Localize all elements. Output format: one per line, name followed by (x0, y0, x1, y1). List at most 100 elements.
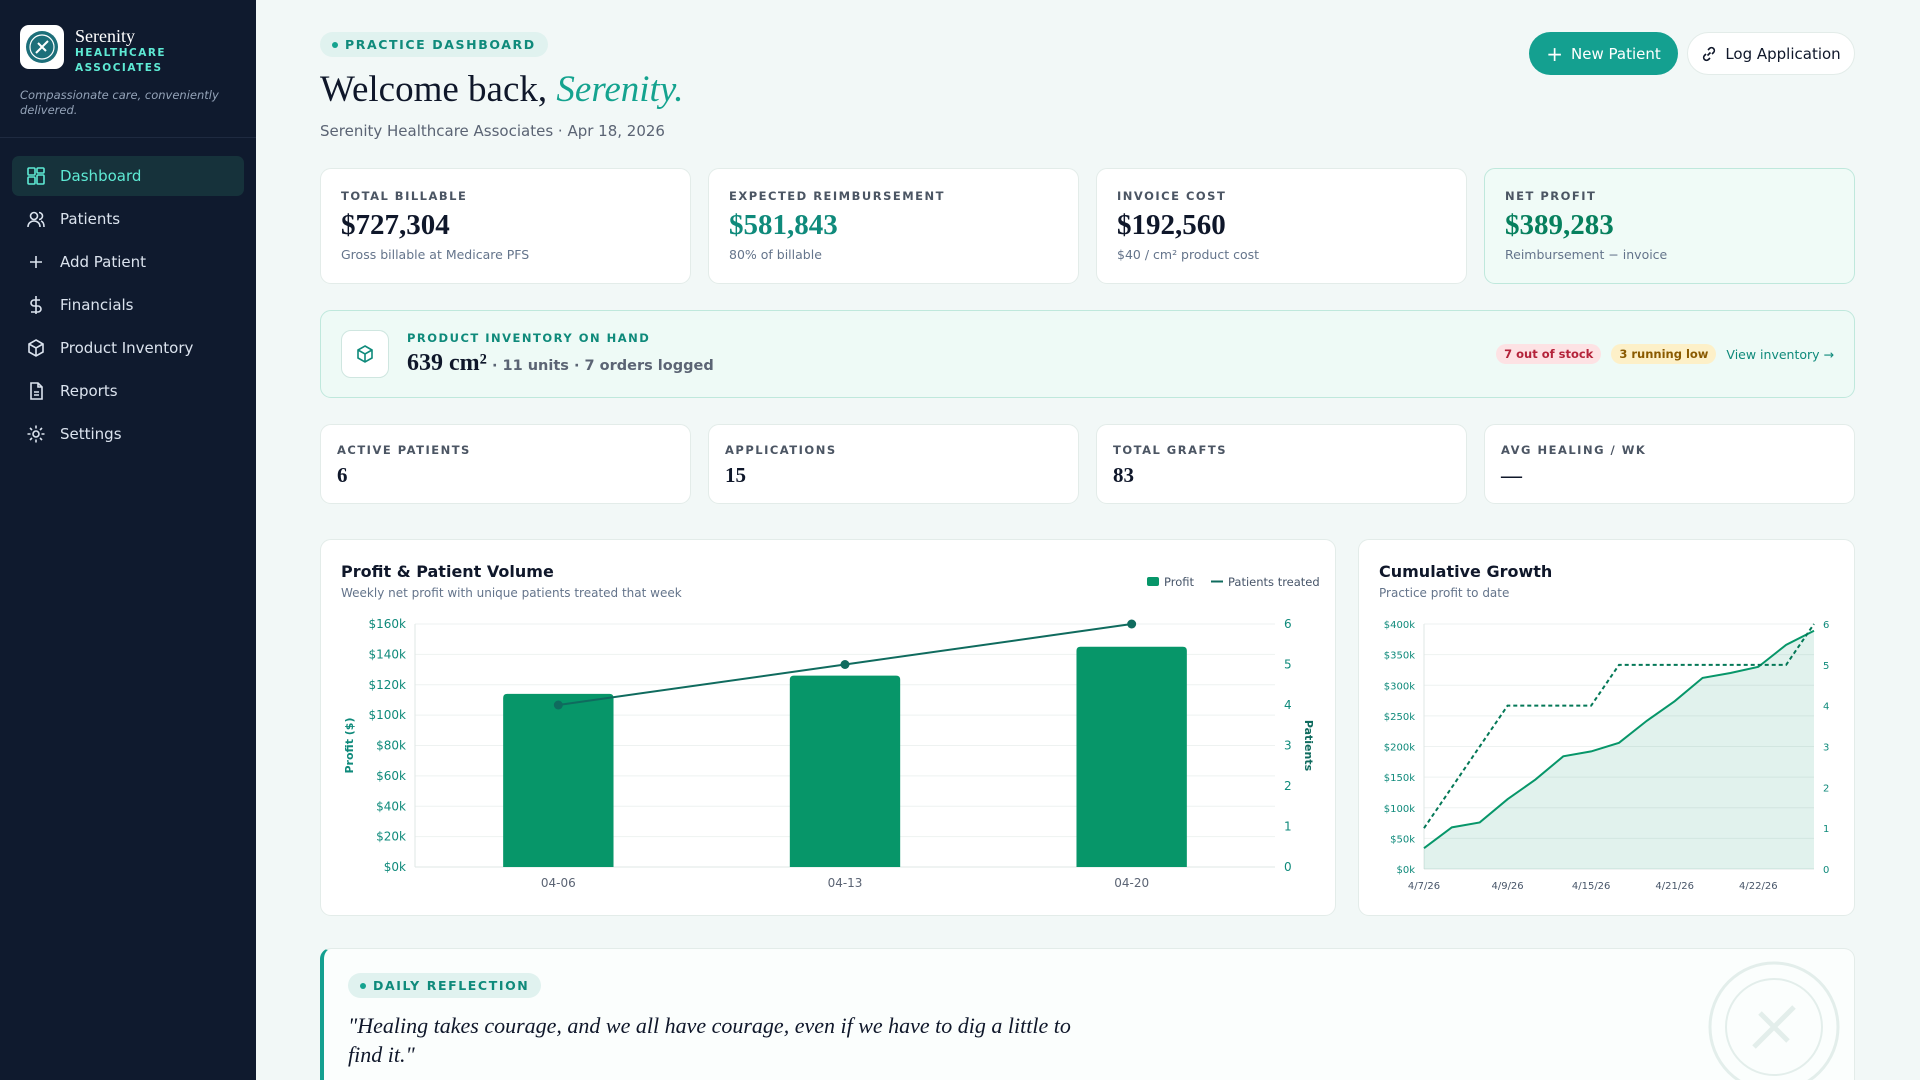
tick-label: $400k (1384, 620, 1415, 631)
badge-text: PRACTICE DASHBOARD (345, 37, 536, 52)
kpi-card: EXPECTED REIMBURSEMENT $581,843 80% of bil… (708, 168, 1079, 284)
icon (27, 211, 45, 228)
kpi-label: NET PROFIT (1505, 189, 1597, 203)
tick-label: $80k (376, 739, 406, 753)
tick-label: 3 (1823, 743, 1829, 754)
logo-mark (26, 31, 58, 63)
watermark (1708, 961, 1840, 1080)
inventory-status: 7 out of stock 3 running low View invent… (1496, 344, 1834, 364)
chart: Cumulative Growth Practice profit to date… (1379, 562, 1829, 892)
tick-label: $60k (376, 769, 406, 783)
chart-card: Profit & Patient Volume Weekly net profit… (320, 539, 1336, 916)
chart-subtitle: Weekly net profit with unique patients t… (341, 586, 682, 600)
chart-title: Profit & Patient Volume (341, 562, 554, 581)
nav-item[interactable]: Product Inventory (12, 328, 244, 368)
button-label: New Patient (1571, 44, 1661, 63)
tick-label: $50k (1390, 834, 1415, 845)
icon (28, 339, 44, 357)
nav-item[interactable]: Patients (12, 199, 244, 239)
status-badge: 3 running low (1611, 344, 1717, 364)
y-axis-label: Profit ($) (343, 718, 356, 774)
nav-item[interactable]: Dashboard (12, 156, 244, 196)
tick-label: 2 (1284, 779, 1292, 793)
x-tick-label: 4/22/26 (1739, 881, 1778, 892)
kpi-note: $40 / cm² product cost (1117, 247, 1260, 262)
chart: Profit & Patient Volume Weekly net profit… (341, 562, 1320, 890)
inventory-label: PRODUCT INVENTORY ON HAND (407, 331, 651, 345)
tick-label: 3 (1284, 739, 1292, 753)
x-tick-label: 4/21/26 (1655, 881, 1694, 892)
bar (789, 675, 901, 867)
inventory-details: · 11 units · 7 orders logged (491, 358, 714, 374)
stat-label: APPLICATIONS (725, 443, 837, 457)
tagline: Compassionate care, conveniently deliver… (20, 88, 219, 117)
stat-card: ACTIVE PATIENTS 6 (320, 424, 691, 504)
inventory-link[interactable]: View inventory → (1726, 346, 1834, 362)
main: PRACTICE DASHBOARD Welcome back, Serenit… (320, 0, 1855, 1080)
tick-label: $140k (369, 647, 407, 661)
tick-label: $150k (1384, 773, 1415, 784)
point (1127, 619, 1137, 629)
user-name: Serenity. (556, 69, 684, 110)
inventory-value: 639 cm² (407, 350, 487, 376)
tick-label: $200k (1384, 743, 1415, 754)
stat-label: ACTIVE PATIENTS (337, 443, 471, 457)
nav-label: Reports (60, 382, 118, 400)
kpi-card: TOTAL BILLABLE $727,304 Gross billable at … (320, 168, 691, 284)
tick-label: 5 (1284, 658, 1292, 672)
inventory-icon (341, 330, 389, 378)
x-tick-label: 4/9/26 (1491, 881, 1523, 892)
kpi-value: $581,843 (729, 209, 838, 241)
kpi-note: 80% of billable (729, 247, 822, 262)
divider (0, 137, 256, 138)
tick-label: $20k (376, 830, 406, 844)
line (1423, 623, 1815, 829)
nav-label: Dashboard (60, 167, 142, 185)
icon (27, 425, 45, 443)
log-application-button[interactable]: Log Application (1687, 32, 1855, 75)
nav-label: Patients (60, 210, 121, 228)
stat-value: 15 (725, 463, 746, 487)
tick-label: $0k (384, 860, 406, 874)
stat-value: 83 (1113, 463, 1134, 487)
x-tick-label: 04-20 (1114, 876, 1149, 890)
line (1423, 629, 1815, 849)
inventory-banner: PRODUCT INVENTORY ON HAND 639 cm² · 11 u… (320, 310, 1855, 398)
kpi-note: Gross billable at Medicare PFS (341, 247, 530, 262)
kpi-value: $192,560 (1117, 209, 1226, 241)
point (553, 700, 563, 710)
point (840, 660, 850, 669)
tick-label: $120k (369, 678, 407, 692)
stat-label: TOTAL GRAFTS (1113, 443, 1227, 457)
legend-label: Profit (1164, 575, 1194, 589)
inventory-summary: 639 cm² · 11 units · 7 orders logged (407, 350, 714, 377)
nav-item[interactable]: Financials (12, 285, 244, 325)
nav-item[interactable]: Settings (12, 414, 244, 454)
icon (30, 382, 43, 400)
tick-label: 1 (1284, 820, 1292, 834)
header-badge: PRACTICE DASHBOARD (320, 32, 548, 57)
x-tick-label: 4/15/26 (1572, 881, 1611, 892)
nav-label: Settings (60, 425, 122, 443)
bar (1076, 646, 1187, 867)
nav-item[interactable]: Add Patient (12, 242, 244, 282)
tick-label: $40k (376, 799, 406, 813)
tick-label: $160k (369, 617, 407, 631)
area (1424, 630, 1814, 869)
icon (30, 296, 42, 314)
brand-sub: HEALTHCARE ASSOCIATES (75, 47, 167, 74)
welcome-title: Welcome back, Serenity. (320, 68, 683, 111)
reflection-quote: "Healing takes courage, and we all have … (348, 1013, 1071, 1067)
tick-label: $100k (1384, 804, 1415, 815)
kpi-note: Reimbursement − invoice (1505, 247, 1668, 262)
sidebar: Serenity HEALTHCARE ASSOCIATES Compassio… (0, 0, 256, 1080)
nav-item[interactable]: Reports (12, 371, 244, 411)
stat-card: TOTAL GRAFTS 83 (1096, 424, 1467, 504)
tick-label: 6 (1284, 617, 1292, 631)
x-tick-label: 04-06 (541, 876, 576, 890)
new-patient-button[interactable]: + New Patient (1529, 32, 1678, 75)
nav-label: Product Inventory (60, 339, 194, 357)
nav-label: Add Patient (60, 253, 147, 271)
